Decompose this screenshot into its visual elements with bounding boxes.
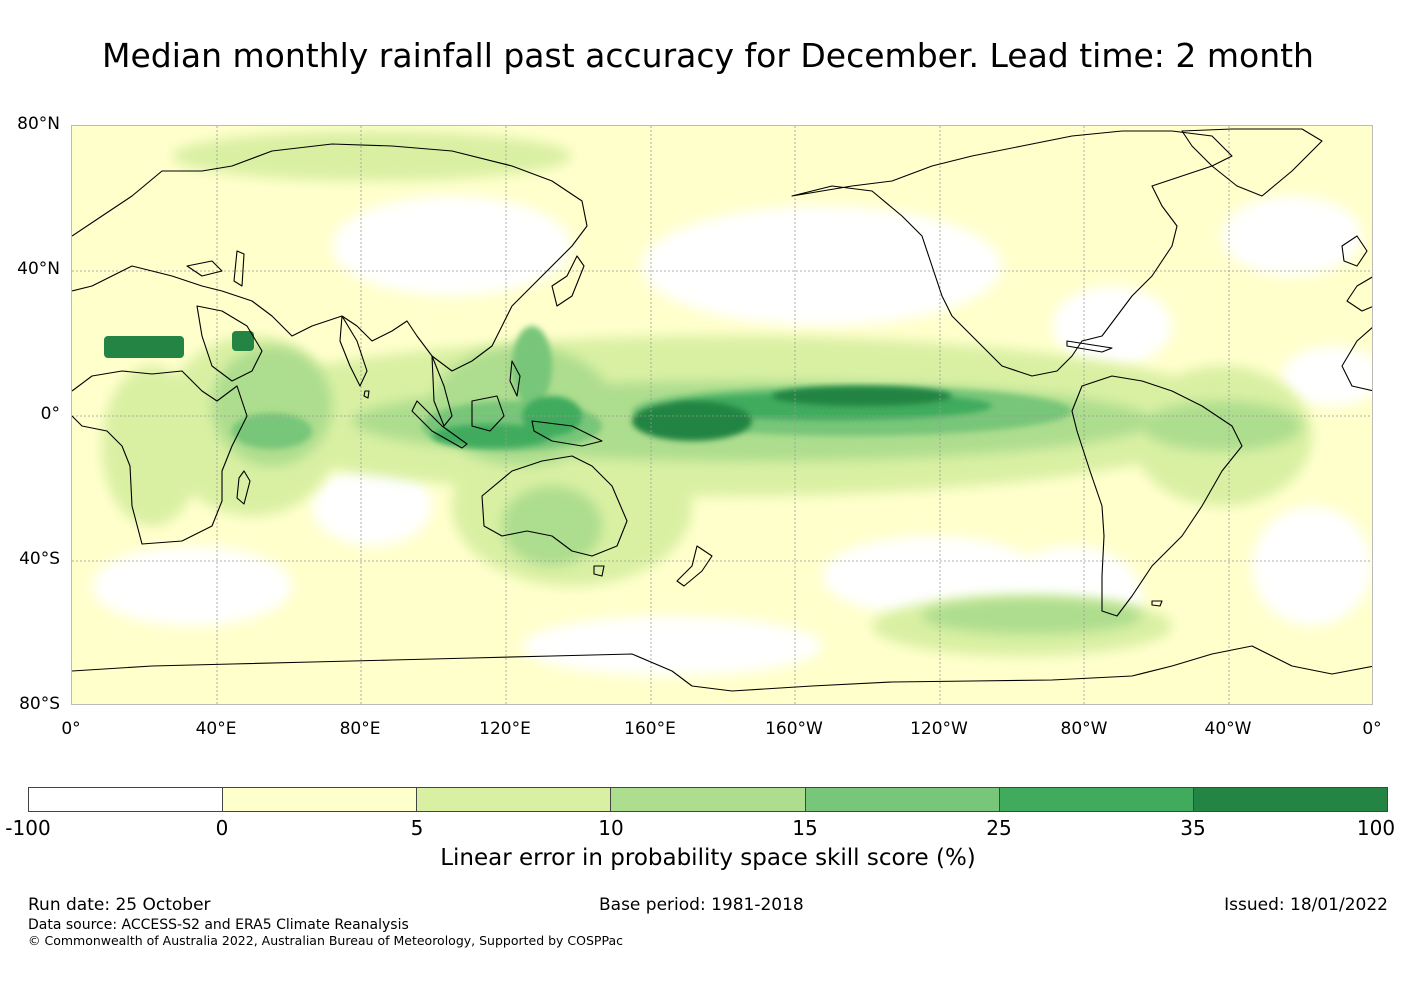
coastline-sumatra bbox=[411, 400, 468, 449]
base-period: Base period: 1981-2018 bbox=[599, 895, 804, 915]
copyright: © Commonwealth of Australia 2022, Austra… bbox=[28, 933, 623, 948]
lon-label-80e: 80°E bbox=[339, 719, 381, 739]
coastline-north-america bbox=[791, 130, 1233, 377]
coastline-caspian bbox=[233, 250, 245, 287]
lon-label-0: 0° bbox=[61, 719, 81, 739]
colorbar-tick: 15 bbox=[792, 816, 818, 840]
lon-label-80w: 80°W bbox=[1060, 719, 1108, 739]
colorbar bbox=[28, 787, 1388, 812]
coastlines bbox=[72, 128, 1372, 692]
coastline-iberia bbox=[1346, 276, 1372, 312]
colorbar-tick: 25 bbox=[986, 816, 1012, 840]
colorbar-label: Linear error in probability space skill … bbox=[440, 845, 976, 871]
colorbar-tick: 35 bbox=[1180, 816, 1206, 840]
coastline-japan bbox=[551, 255, 585, 307]
coastline-sri-lanka bbox=[363, 390, 370, 399]
coastline-new-guinea bbox=[531, 420, 603, 447]
colorbar-tick: 10 bbox=[598, 816, 624, 840]
chart-title: Median monthly rainfall past accuracy fo… bbox=[102, 36, 1314, 75]
coastline-australia bbox=[481, 455, 628, 557]
coastline-eurasia bbox=[72, 143, 588, 372]
colorbar-segment-7 bbox=[1192, 788, 1387, 811]
colorbar-tick: 100 bbox=[1356, 816, 1396, 840]
skill-map bbox=[71, 125, 1373, 705]
data-source: Data source: ACCESS-S2 and ERA5 Climate … bbox=[28, 917, 409, 933]
lat-label-80s: 80°S bbox=[19, 694, 60, 714]
coastline-cuba bbox=[1066, 340, 1113, 353]
colorbar-segment-1 bbox=[29, 788, 223, 811]
colorbar-segment-4 bbox=[610, 788, 805, 811]
run-date: Run date: 25 October bbox=[28, 895, 211, 915]
lon-label-120w: 120°W bbox=[910, 719, 968, 739]
coastline-borneo bbox=[471, 395, 505, 432]
coastline-new-zealand bbox=[676, 545, 713, 587]
coastline-madagascar bbox=[236, 470, 251, 505]
coastline-arabia bbox=[196, 305, 263, 382]
colorbar-tick: 0 bbox=[215, 816, 229, 840]
coastline-greenland bbox=[1181, 128, 1323, 197]
colorbar-segment-2 bbox=[222, 788, 417, 811]
coastline-falklands bbox=[1151, 600, 1163, 607]
skill-map-svg bbox=[72, 126, 1372, 704]
lon-label-160w: 160°W bbox=[765, 719, 823, 739]
coastline-south-america bbox=[1071, 375, 1243, 617]
coastline-west-africa bbox=[1341, 327, 1372, 392]
lon-label-0-right: 0° bbox=[1362, 719, 1382, 739]
lat-label-80n: 80°N bbox=[17, 114, 60, 134]
lat-label-equator: 0° bbox=[40, 404, 60, 424]
lon-label-160e: 160°E bbox=[624, 719, 676, 739]
colorbar-segment-3 bbox=[416, 788, 611, 811]
colorbar-segment-5 bbox=[804, 788, 999, 811]
lat-label-40s: 40°S bbox=[19, 549, 60, 569]
colorbar-segment-6 bbox=[998, 788, 1193, 811]
colorbar-tick: 5 bbox=[410, 816, 424, 840]
issued-date: Issued: 18/01/2022 bbox=[1224, 895, 1388, 915]
skill-field-max bbox=[104, 331, 952, 441]
lon-label-40e: 40°E bbox=[195, 719, 237, 739]
coastline-tasmania bbox=[593, 565, 605, 577]
colorbar-tick: -100 bbox=[5, 816, 51, 840]
coastline-british-isles bbox=[1341, 235, 1368, 267]
coastline-africa bbox=[72, 370, 248, 545]
coastline-antarctica bbox=[72, 645, 1372, 692]
lat-label-40n: 40°N bbox=[17, 259, 60, 279]
lon-label-40w: 40°W bbox=[1204, 719, 1252, 739]
coastline-black-sea bbox=[186, 260, 223, 277]
coastline-india bbox=[339, 315, 368, 387]
coastline-malay bbox=[431, 355, 453, 427]
coastline-philippines bbox=[509, 360, 521, 397]
lon-label-120e: 120°E bbox=[479, 719, 531, 739]
